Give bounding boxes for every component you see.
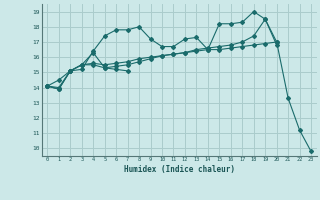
X-axis label: Humidex (Indice chaleur): Humidex (Indice chaleur) bbox=[124, 165, 235, 174]
